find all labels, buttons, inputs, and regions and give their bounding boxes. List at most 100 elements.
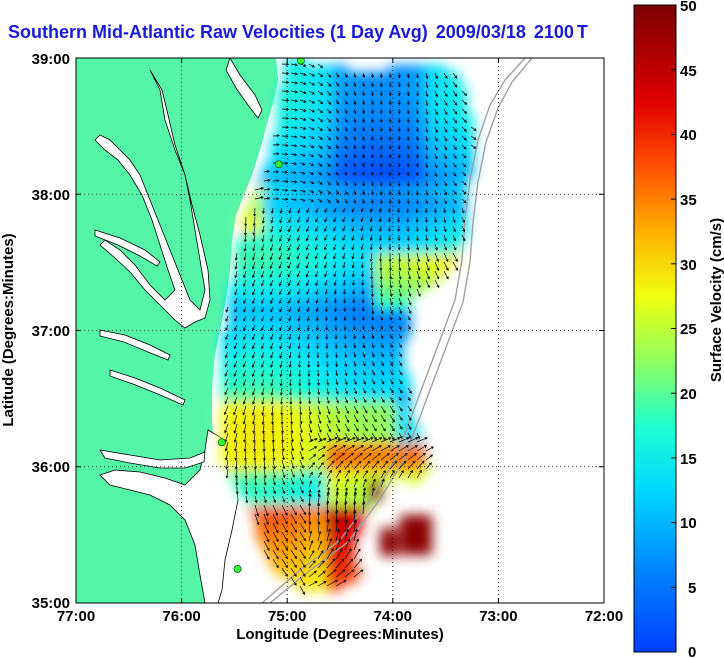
velocity-cell [277, 205, 285, 213]
velocity-cell [326, 576, 334, 584]
velocity-arrow [290, 540, 297, 551]
velocity-cell [319, 240, 327, 248]
velocity-arrow [461, 234, 466, 242]
velocity-cell [403, 296, 411, 304]
velocity-arrow [416, 452, 426, 461]
velocity-cell [291, 65, 299, 73]
velocity-cell [361, 338, 369, 346]
velocity-arrow [344, 153, 348, 159]
velocity-cell [368, 128, 376, 136]
velocity-arrow [461, 225, 466, 233]
velocity-cell [270, 394, 278, 402]
velocity-cell [431, 275, 439, 283]
velocity-arrow [343, 342, 347, 349]
velocity-cell [312, 457, 320, 465]
velocity-arrow [317, 378, 321, 387]
velocity-cell [284, 548, 292, 556]
velocity-arrow [296, 279, 301, 287]
velocity-arrow [290, 135, 298, 139]
velocity-cell [424, 219, 432, 227]
velocity-arrow [398, 324, 402, 330]
velocity-cell [326, 296, 334, 304]
velocity-cell [249, 338, 257, 346]
velocity-arrow [281, 170, 288, 174]
velocity-cell [400, 515, 432, 555]
velocity-cell [312, 345, 320, 353]
velocity-cell [277, 443, 285, 451]
velocity-arrow [452, 90, 458, 97]
velocity-cell [396, 177, 404, 185]
velocity-arrow [290, 558, 297, 569]
velocity-cell [298, 163, 306, 171]
velocity-cell [347, 520, 355, 528]
velocity-cell [382, 275, 390, 283]
velocity-cell [417, 254, 425, 262]
velocity-cell [291, 415, 299, 423]
velocity-cell [333, 261, 341, 269]
velocity-arrow [260, 288, 265, 296]
velocity-arrow [452, 81, 458, 88]
velocity-arrow [335, 81, 340, 87]
velocity-cell [396, 282, 404, 290]
velocity-cell [361, 324, 369, 332]
velocity-cell [375, 401, 383, 409]
velocity-arrow [452, 72, 458, 79]
velocity-arrow [443, 198, 447, 205]
velocity-cell [312, 408, 320, 416]
velocity-cell [431, 100, 439, 108]
velocity-arrow [326, 81, 332, 87]
velocity-arrow [280, 396, 284, 405]
velocity-cell [235, 296, 243, 304]
velocity-arrow [290, 144, 298, 148]
velocity-cell [382, 415, 390, 423]
velocity-cell [284, 450, 292, 458]
velocity-arrow [443, 243, 448, 251]
velocity-arrow [269, 270, 274, 278]
velocity-cell [403, 142, 411, 150]
velocity-cell [368, 359, 376, 367]
velocity-cell [396, 107, 404, 115]
velocity-arrow [252, 225, 256, 236]
velocity-arrow [317, 462, 324, 470]
velocity-cell [277, 569, 285, 577]
velocity-arrow [326, 491, 330, 506]
y-tick-label: 39:00 [32, 51, 70, 68]
velocity-arrow [371, 470, 377, 479]
velocity-cell [235, 303, 243, 311]
velocity-cell [354, 128, 362, 136]
velocity-cell [403, 408, 411, 416]
velocity-cell [354, 205, 362, 213]
velocity-cell [256, 240, 264, 248]
velocity-cell [256, 191, 264, 199]
velocity-cell [221, 345, 229, 353]
velocity-arrow [279, 369, 283, 378]
velocity-arrow [388, 126, 392, 132]
velocity-arrow [406, 153, 410, 159]
velocity-cell [424, 261, 432, 269]
velocity-arrow [434, 270, 440, 280]
velocity-cell [347, 366, 355, 374]
velocity-arrow [272, 450, 276, 461]
velocity-cell [438, 142, 446, 150]
velocity-arrow [333, 252, 337, 260]
velocity-cell [319, 338, 327, 346]
velocity-cell [235, 324, 243, 332]
velocity-cell [277, 499, 285, 507]
velocity-cell [438, 212, 446, 220]
velocity-cell [326, 492, 334, 500]
velocity-cell [417, 79, 425, 87]
velocity-cell [361, 366, 369, 374]
velocity-arrow [296, 270, 301, 278]
velocity-cell [228, 366, 236, 374]
chart-title: Southern Mid-Atlantic Raw Velocities (1 … [8, 22, 632, 43]
velocity-cell [375, 310, 383, 318]
velocity-arrow [288, 333, 292, 341]
velocity-cell [263, 457, 271, 465]
velocity-arrow [388, 243, 392, 251]
velocity-arrow [443, 144, 447, 151]
velocity-cell [340, 394, 348, 402]
velocity-cell [340, 142, 348, 150]
velocity-cell [277, 184, 285, 192]
velocity-cell [417, 443, 425, 451]
velocity-arrow [406, 126, 410, 133]
